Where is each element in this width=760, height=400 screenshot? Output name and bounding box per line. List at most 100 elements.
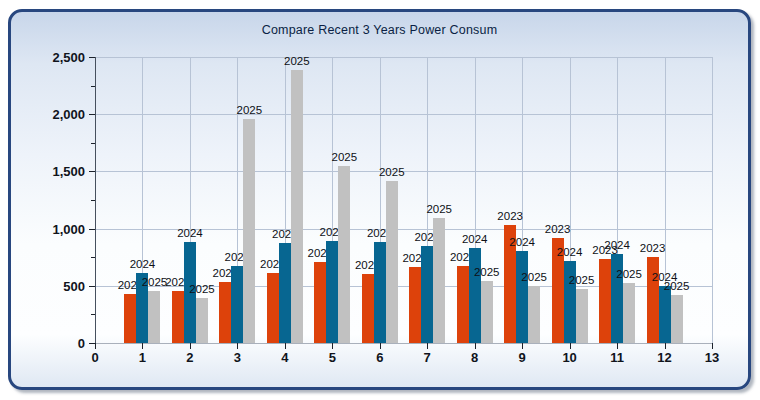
x-tick-9 — [522, 343, 523, 349]
bar-label-2025-m10: 2025 — [569, 274, 595, 286]
y-tick-label-500: 500 — [33, 278, 85, 293]
y-tick-2500 — [89, 57, 95, 58]
y-tick-label-2000: 2,000 — [33, 107, 85, 122]
bar-2024-m9 — [516, 251, 528, 343]
bar-label-2025-m3: 2025 — [237, 104, 263, 116]
bar-label-2025-m12: 2025 — [664, 280, 690, 292]
y-tick-label-1500: 1,500 — [33, 164, 85, 179]
bar-2025-m9 — [528, 286, 540, 343]
bar-2023-m6 — [362, 274, 374, 343]
y-tick-label-1000: 1,000 — [33, 221, 85, 236]
y-minor-tick-750 — [91, 257, 95, 258]
bar-2025-m7 — [433, 218, 445, 343]
x-tick-label-12: 12 — [657, 350, 671, 365]
bar-2024-m7 — [421, 246, 433, 343]
x-tick-label-6: 6 — [376, 350, 383, 365]
x-tick-5 — [332, 343, 333, 349]
x-tick-label-10: 10 — [562, 350, 576, 365]
x-tick-3 — [237, 343, 238, 349]
x-tick-12 — [665, 343, 666, 349]
bar-label-2023-m12: 2023 — [640, 242, 666, 254]
y-minor-tick-1250 — [91, 200, 95, 201]
x-axis-line — [95, 343, 713, 344]
x-tick-label-1: 1 — [139, 350, 146, 365]
x-tick-13 — [712, 343, 713, 349]
bar-2023-m3 — [219, 282, 231, 343]
bar-label-2023-m10: 2023 — [545, 223, 571, 235]
x-tick-label-5: 5 — [329, 350, 336, 365]
bar-2023-m2 — [172, 291, 184, 343]
gridline-v-13 — [712, 57, 713, 343]
bar-2023-m1 — [124, 294, 136, 343]
bar-2025-m8 — [481, 281, 493, 343]
x-tick-label-13: 13 — [705, 350, 719, 365]
y-tick-1000 — [89, 229, 95, 230]
bar-label-2025-m8: 2025 — [474, 266, 500, 278]
bar-label-2024-m10: 2024 — [557, 246, 583, 258]
x-tick-label-7: 7 — [424, 350, 431, 365]
bar-2025-m1 — [148, 291, 160, 343]
bar-label-2024-m1: 2024 — [130, 258, 156, 270]
x-tick-10 — [570, 343, 571, 349]
x-tick-7 — [427, 343, 428, 349]
x-tick-label-4: 4 — [281, 350, 288, 365]
bar-2024-m3 — [231, 266, 243, 343]
bar-2023-m8 — [457, 266, 469, 343]
plot-area: 05001,0001,5002,0002,5000123456789101112… — [0, 0, 760, 400]
y-minor-tick-2250 — [91, 86, 95, 87]
bar-2024-m4 — [279, 243, 291, 343]
x-tick-label-0: 0 — [91, 350, 98, 365]
bar-2025-m12 — [671, 295, 683, 343]
bar-label-2025-m7: 2025 — [426, 203, 452, 215]
bar-label-2023-m9: 2023 — [497, 210, 523, 222]
bar-2023-m12 — [647, 257, 659, 343]
y-tick-500 — [89, 286, 95, 287]
x-tick-11 — [617, 343, 618, 349]
chart-window: Compare Recent 3 Years Power Consum 0500… — [0, 0, 760, 400]
x-tick-6 — [380, 343, 381, 349]
y-axis-line — [95, 57, 96, 343]
bar-2023-m7 — [409, 267, 421, 343]
y-tick-2000 — [89, 114, 95, 115]
bar-label-2025-m2: 2025 — [189, 283, 215, 295]
gridline-h-2000 — [95, 114, 712, 115]
bar-2023-m4 — [267, 273, 279, 343]
bar-label-2025-m11: 2025 — [616, 268, 642, 280]
bar-label-2025-m4: 2025 — [284, 55, 310, 67]
x-tick-label-9: 9 — [519, 350, 526, 365]
bar-label-2025-m6: 2025 — [379, 166, 405, 178]
bar-2025-m5 — [338, 166, 350, 343]
bar-2024-m10 — [564, 261, 576, 343]
x-tick-label-11: 11 — [610, 350, 624, 365]
bar-2023-m5 — [314, 262, 326, 343]
x-tick-0 — [95, 343, 96, 349]
bar-2025-m4 — [291, 70, 303, 343]
x-tick-label-8: 8 — [471, 350, 478, 365]
x-tick-1 — [142, 343, 143, 349]
bar-2025-m11 — [623, 283, 635, 343]
x-tick-4 — [285, 343, 286, 349]
bar-2023-m11 — [599, 259, 611, 343]
gridline-h-2500 — [95, 57, 712, 58]
y-minor-tick-250 — [91, 314, 95, 315]
bar-label-2025-m5: 2025 — [332, 151, 358, 163]
bar-2025-m3 — [243, 119, 255, 343]
bar-2025-m2 — [196, 298, 208, 343]
x-tick-label-2: 2 — [186, 350, 193, 365]
y-tick-label-2500: 2,500 — [33, 50, 85, 65]
y-tick-1500 — [89, 171, 95, 172]
bar-2024-m12 — [659, 286, 671, 343]
bar-label-2025-m1: 2025 — [142, 276, 168, 288]
bar-2025-m10 — [576, 289, 588, 343]
bar-2024-m5 — [326, 241, 338, 343]
x-tick-label-3: 3 — [234, 350, 241, 365]
x-tick-8 — [475, 343, 476, 349]
x-tick-2 — [190, 343, 191, 349]
bar-label-2024-m8: 2024 — [462, 233, 488, 245]
y-tick-label-0: 0 — [33, 336, 85, 351]
bar-label-2024-m9: 2024 — [509, 236, 535, 248]
bar-2025-m6 — [386, 181, 398, 343]
bar-2024-m6 — [374, 242, 386, 343]
bar-label-2025-m9: 2025 — [521, 271, 547, 283]
bar-label-2024-m11: 2024 — [604, 239, 630, 251]
